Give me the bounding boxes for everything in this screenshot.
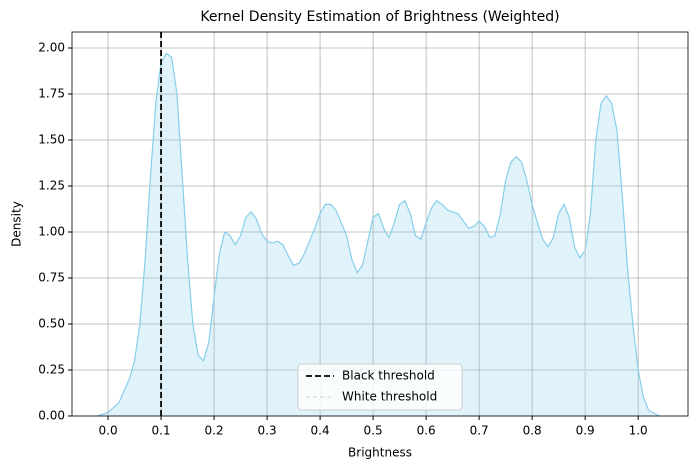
x-tick-label: 0.8 <box>523 424 542 438</box>
x-tick-label: 0.0 <box>99 424 118 438</box>
y-axis-label: Density <box>10 201 24 247</box>
x-axis-label: Brightness <box>348 446 412 460</box>
x-tick-label: 0.3 <box>258 424 277 438</box>
legend-label: Black threshold <box>342 369 435 383</box>
x-tick-label: 0.5 <box>364 424 383 438</box>
x-tick-label: 0.9 <box>576 424 595 438</box>
y-tick-label: 0.50 <box>38 317 65 331</box>
x-tick-label: 0.4 <box>311 424 330 438</box>
x-tick-label: 0.1 <box>152 424 171 438</box>
plot-frame <box>71 31 689 417</box>
chart-title: Kernel Density Estimation of Brightness … <box>200 9 559 25</box>
y-tick-label: 0.25 <box>38 363 65 377</box>
y-tick-label: 2.00 <box>38 41 65 55</box>
y-tick-label: 1.25 <box>38 179 65 193</box>
y-tick-label: 1.50 <box>38 133 65 147</box>
x-tick-label: 0.6 <box>417 424 436 438</box>
density-area <box>97 53 660 416</box>
x-tick-label: 1.0 <box>629 424 648 438</box>
x-tick-label: 0.7 <box>470 424 489 438</box>
x-tick-label: 0.2 <box>205 424 224 438</box>
density-line <box>97 52 660 417</box>
y-tick-label: 0.75 <box>38 271 65 285</box>
y-tick-label: 1.75 <box>38 87 65 101</box>
y-tick-label: 1.00 <box>38 225 65 239</box>
legend-label: White threshold <box>342 390 437 404</box>
legend-box <box>297 363 463 411</box>
y-tick-label: 0.00 <box>38 409 65 423</box>
